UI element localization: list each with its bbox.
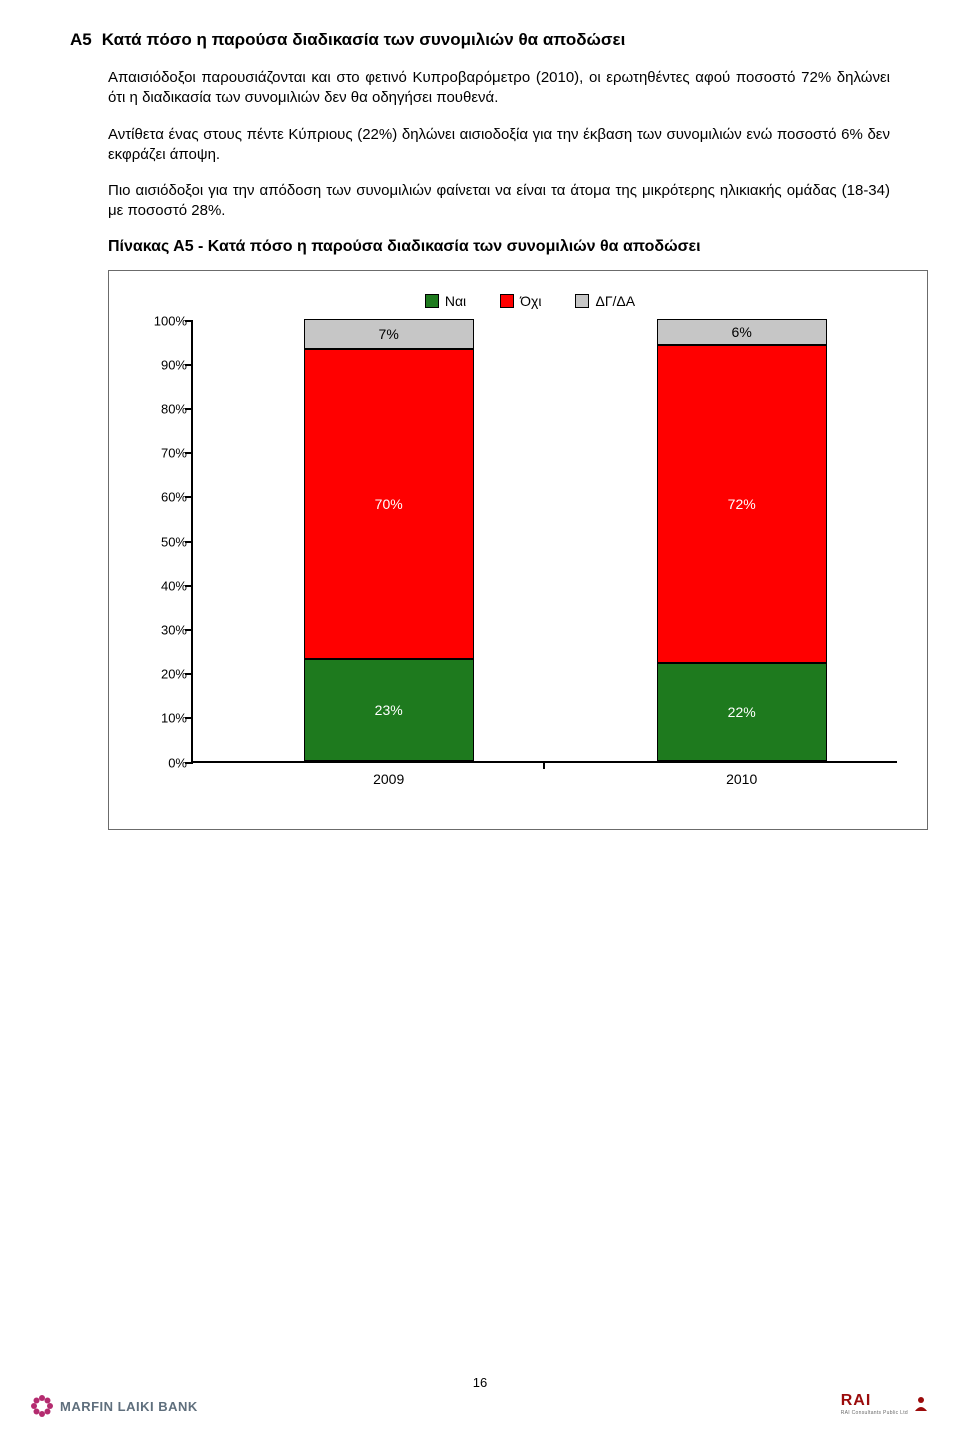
legend-item-dk: ΔΓ/ΔΑ xyxy=(575,293,635,309)
legend-item-yes: Ναι xyxy=(425,293,466,309)
page-footer: 16 MARFIN LAIKI BANK RAI RAI Consultants… xyxy=(0,1366,960,1422)
y-axis-label: 60% xyxy=(143,490,187,505)
paragraph-1: Απαισιόδοξοι παρουσιάζονται και στο φετι… xyxy=(108,68,890,109)
y-axis-label: 70% xyxy=(143,446,187,461)
bar-segment-no: 72% xyxy=(657,345,827,663)
swatch-dk xyxy=(575,294,589,308)
bar-segment-yes: 22% xyxy=(657,663,827,760)
footer-right-main: RAI xyxy=(841,1392,908,1410)
bar-group: 6%72%22% xyxy=(657,319,827,761)
chart-frame: Ναι Όχι ΔΓ/ΔΑ 0%10%20%30%40%50%60%70%80%… xyxy=(108,270,928,830)
paragraph-2: Αντίθετα ένας στους πέντε Κύπριους (22%)… xyxy=(108,125,890,166)
bar-group: 7%70%23% xyxy=(304,319,474,761)
chart-plot: 0%10%20%30%40%50%60%70%80%90%100%7%70%23… xyxy=(163,321,897,791)
footer-right-sub: RAI Consultants Public Ltd xyxy=(841,1410,908,1416)
page-number: 16 xyxy=(473,1375,487,1390)
legend-label-no: Όχι xyxy=(520,293,541,309)
section-heading: Α5 Κατά πόσο η παρούσα διαδικασία των συν… xyxy=(70,30,890,50)
bar-segment-no: 70% xyxy=(304,349,474,658)
legend-item-no: Όχι xyxy=(500,293,541,309)
legend-label-dk: ΔΓ/ΔΑ xyxy=(595,293,635,309)
y-axis-label: 50% xyxy=(143,534,187,549)
y-axis-label: 30% xyxy=(143,622,187,637)
x-tick xyxy=(543,761,545,769)
chart-legend: Ναι Όχι ΔΓ/ΔΑ xyxy=(163,293,897,309)
swatch-no xyxy=(500,294,514,308)
y-axis-label: 100% xyxy=(143,313,187,328)
swatch-yes xyxy=(425,294,439,308)
bar-segment-yes: 23% xyxy=(304,659,474,761)
x-axis-label: 2009 xyxy=(373,771,404,787)
paragraph-3: Πιο αισιόδοξοι για την απόδοση των συνομ… xyxy=(108,181,890,222)
bar-segment-dk: 7% xyxy=(304,319,474,350)
legend-label-yes: Ναι xyxy=(445,293,466,309)
y-axis-label: 80% xyxy=(143,401,187,416)
y-axis-label: 10% xyxy=(143,711,187,726)
footer-left-text: MARFIN LAIKI BANK xyxy=(60,1399,198,1414)
person-icon xyxy=(912,1395,930,1413)
footer-logo-left: MARFIN LAIKI BANK xyxy=(30,1394,198,1418)
heading-number: Α5 xyxy=(70,30,92,50)
y-axis-label: 40% xyxy=(143,578,187,593)
y-axis-label: 90% xyxy=(143,357,187,372)
flower-icon xyxy=(30,1394,54,1418)
page: Α5 Κατά πόσο η παρούσα διαδικασία των συν… xyxy=(0,0,960,1432)
body-block: Απαισιόδοξοι παρουσιάζονται και στο φετι… xyxy=(108,68,890,830)
footer-logo-right: RAI RAI Consultants Public Ltd xyxy=(841,1392,930,1416)
y-axis-label: 0% xyxy=(143,755,187,770)
x-axis-label: 2010 xyxy=(726,771,757,787)
table-title: Πίνακας Α5 - Κατά πόσο η παρούσα διαδικα… xyxy=(108,238,890,256)
y-axis-label: 20% xyxy=(143,667,187,682)
bar-segment-dk: 6% xyxy=(657,319,827,346)
heading-text: Κατά πόσο η παρούσα διαδικασία των συνομ… xyxy=(102,30,626,49)
